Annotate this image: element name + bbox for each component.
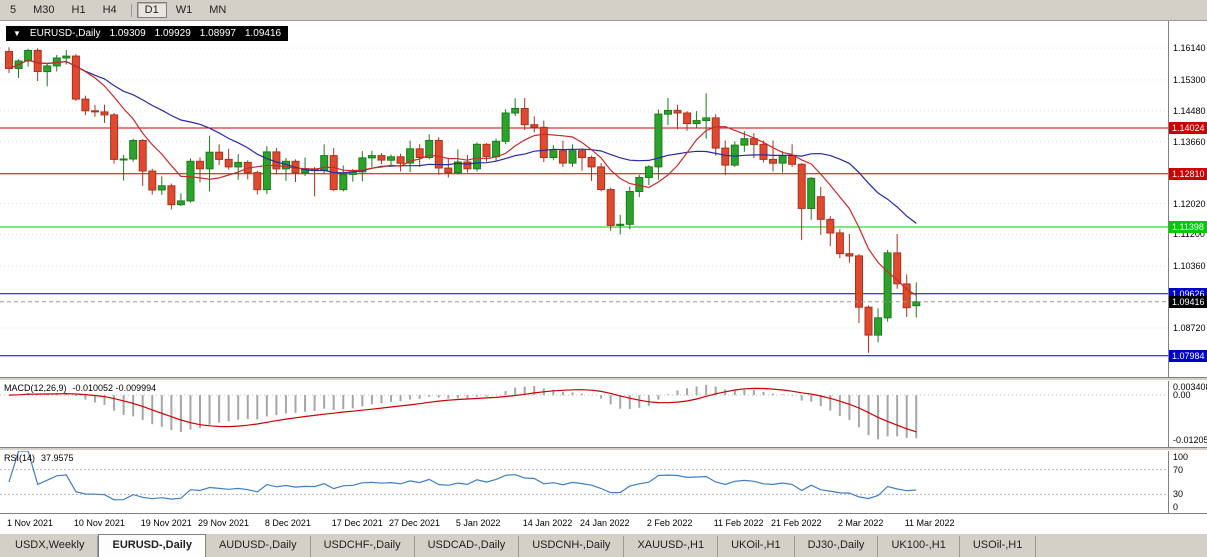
date-tick-label: 17 Dec 2021: [331, 518, 383, 528]
tab-usdchf-daily[interactable]: USDCHF-,Daily: [311, 536, 415, 557]
date-tick-label: 1 Nov 2021: [7, 518, 54, 528]
quote-open: 1.09309: [109, 28, 146, 39]
quote-close: 1.09416: [244, 28, 282, 39]
timeframe-button-mn[interactable]: MN: [209, 4, 227, 16]
timeframe-button-5[interactable]: 5: [10, 4, 17, 16]
price-level-label: 1.07984: [1169, 349, 1207, 362]
macd-tick-label: -0.012051: [1173, 435, 1207, 445]
price-level-label: 1.14024: [1169, 121, 1207, 134]
tab-audusd-daily[interactable]: AUDUSD-,Daily: [206, 536, 311, 557]
panel-splitter[interactable]: [0, 377, 1207, 381]
rsi-value: 37.9575: [41, 453, 74, 463]
tab-xauusd-h1[interactable]: XAUUSD-,H1: [624, 536, 719, 557]
price-level-label: 1.09416: [1169, 295, 1207, 308]
macd-canvas[interactable]: [0, 381, 1168, 447]
price-axis[interactable]: 1.16140 1.15300 1.14480 1.13660 1.12020 1.112…: [1168, 21, 1207, 377]
rsi-name: RSI(14): [4, 453, 36, 463]
main-chart-panel[interactable]: 1.16140 1.15300 1.14480 1.13660 1.12020 1.112…: [0, 21, 1207, 377]
timeframe-button-w1[interactable]: W1: [175, 4, 193, 16]
date-tick-label: 29 Nov 2021: [198, 518, 250, 528]
price-tick-label: 1.16140: [1173, 43, 1206, 54]
rsi-tick-label: 30: [1173, 489, 1184, 500]
chart-window[interactable]: 1.16140 1.15300 1.14480 1.13660 1.12020 1.112…: [0, 21, 1207, 533]
timeframe-button-h1[interactable]: H1: [71, 4, 86, 16]
price-tick-label: 1.11200: [1173, 229, 1205, 240]
tab-dj30-daily[interactable]: DJ30-,Daily: [795, 536, 879, 557]
symbol-label: EURUSD-,Daily: [29, 28, 101, 39]
date-tick-label: 24 Jan 2022: [580, 518, 630, 528]
timeframe-button-d1[interactable]: D1: [136, 2, 167, 18]
rsi-tick-label: 100: [1173, 452, 1189, 462]
date-tick-label: 27 Dec 2021: [389, 518, 441, 528]
tab-usdcad-daily[interactable]: USDCAD-,Daily: [415, 536, 520, 557]
date-tick-label: 11 Mar 2022: [904, 518, 955, 528]
price-level-label: 1.11398: [1169, 220, 1207, 233]
tab-eurusd-daily[interactable]: EURUSD-,Daily: [98, 534, 206, 557]
price-tick-label: 1.08720: [1173, 322, 1206, 333]
tab-usdcnh-daily[interactable]: USDCNH-,Daily: [519, 536, 625, 557]
rsi-label: RSI(14) 37.9575: [4, 453, 74, 463]
date-tick-label: 14 Jan 2022: [522, 518, 573, 528]
symbol-ohlc-overlay: ▼ EURUSD-,Daily 1.09309 1.09929 1.08997 …: [6, 26, 289, 41]
tab-usdx-weekly[interactable]: USDX,Weekly: [2, 536, 99, 557]
chart-tabs-bar: USDX,Weekly EURUSD-,Daily AUDUSD-,Daily USD…: [0, 533, 1207, 557]
timeframe-button-h4[interactable]: H4: [102, 4, 117, 16]
macd-name: MACD(12,26,9): [4, 383, 67, 393]
toolbar-separator: [130, 3, 132, 17]
date-tick-label: 19 Nov 2021: [140, 518, 192, 528]
date-tick-label: 21 Feb 2022: [771, 518, 822, 528]
price-tick-label: 1.12020: [1173, 198, 1206, 209]
price-tick-label: 1.13660: [1173, 136, 1206, 147]
rsi-axis: 100 70 30 0: [1168, 451, 1207, 513]
date-tick-label: 5 Jan 2022: [455, 518, 501, 528]
price-canvas[interactable]: [0, 21, 1168, 377]
rsi-tick-label: 0: [1173, 502, 1179, 512]
price-tick-label: 1.15300: [1173, 74, 1206, 85]
panel-splitter[interactable]: [0, 447, 1207, 451]
macd-tick-label: 0.00: [1173, 390, 1191, 401]
chevron-down-icon[interactable]: ▼: [13, 28, 21, 38]
date-tick-label: 2 Mar 2022: [837, 518, 884, 528]
timeframe-button-m30[interactable]: M30: [33, 4, 55, 16]
rsi-panel[interactable]: 100 70 30 0 RSI(14) 37.9575: [0, 451, 1207, 513]
tab-uk100-h1[interactable]: UK100-,H1: [878, 536, 960, 557]
date-tick-label: 8 Dec 2021: [264, 518, 311, 528]
macd-label: MACD(12,26,9) -0.010052 -0.009994: [4, 383, 156, 393]
tab-ukoil-h1[interactable]: UKOil-,H1: [718, 536, 795, 557]
date-tick-label: 2 Feb 2022: [646, 518, 693, 528]
macd-values: -0.010052 -0.009994: [72, 383, 157, 393]
time-axis[interactable]: 1 Nov 2021 10 Nov 2021 19 Nov 2021 29 Nov 2…: [0, 513, 1207, 533]
quote-high: 1.09929: [154, 28, 191, 39]
price-level-label: 1.12810: [1169, 167, 1207, 180]
date-tick-label: 10 Nov 2021: [73, 518, 125, 528]
price-tick-label: 1.10360: [1173, 261, 1206, 272]
rsi-tick-label: 70: [1173, 464, 1184, 475]
tab-usoil-h1[interactable]: USOil-,H1: [960, 536, 1037, 557]
macd-tick-label: 0.003408: [1173, 382, 1207, 392]
price-tick-label: 1.14480: [1173, 105, 1206, 116]
date-tick-label: 11 Feb 2022: [713, 518, 764, 528]
rsi-canvas[interactable]: [0, 451, 1168, 513]
timeframe-toolbar: 5 M30 H1 H4 D1 W1 MN: [0, 0, 1207, 21]
quote-low: 1.08997: [199, 28, 236, 39]
